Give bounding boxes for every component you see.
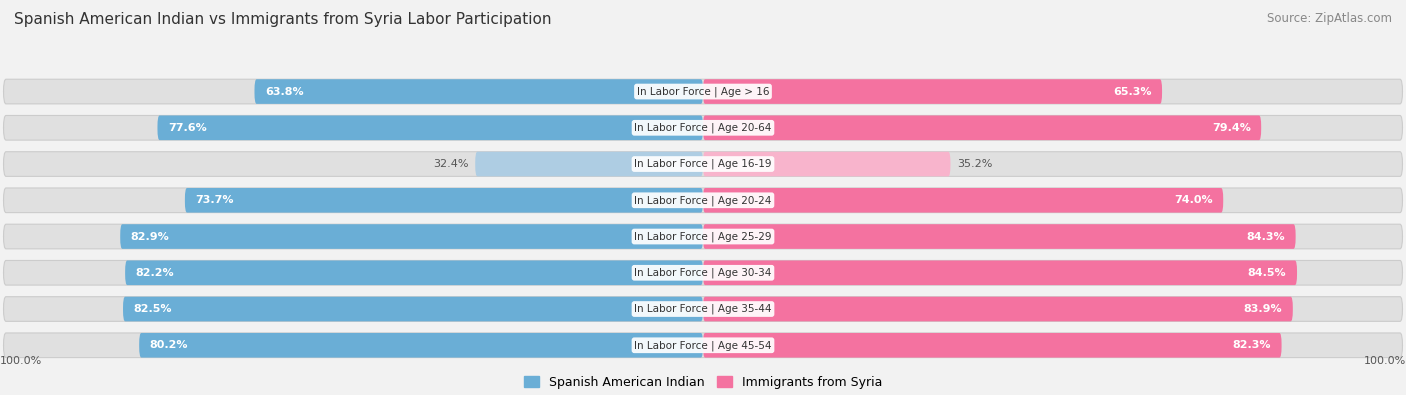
Text: 74.0%: 74.0% [1174, 195, 1212, 205]
Text: 82.2%: 82.2% [135, 268, 174, 278]
Text: In Labor Force | Age 45-54: In Labor Force | Age 45-54 [634, 340, 772, 350]
Text: 35.2%: 35.2% [957, 159, 993, 169]
Text: Spanish American Indian vs Immigrants from Syria Labor Participation: Spanish American Indian vs Immigrants fr… [14, 12, 551, 27]
FancyBboxPatch shape [139, 333, 703, 357]
Text: In Labor Force | Age 16-19: In Labor Force | Age 16-19 [634, 159, 772, 169]
Text: 82.5%: 82.5% [134, 304, 172, 314]
Text: 32.4%: 32.4% [433, 159, 468, 169]
Text: 84.3%: 84.3% [1247, 231, 1285, 241]
Text: In Labor Force | Age > 16: In Labor Force | Age > 16 [637, 86, 769, 97]
Text: 100.0%: 100.0% [1364, 356, 1406, 365]
Text: 84.5%: 84.5% [1249, 268, 1286, 278]
Text: 73.7%: 73.7% [195, 195, 233, 205]
FancyBboxPatch shape [703, 297, 1294, 322]
FancyBboxPatch shape [125, 260, 703, 285]
Text: 79.4%: 79.4% [1212, 123, 1251, 133]
FancyBboxPatch shape [703, 333, 1282, 357]
Text: 63.8%: 63.8% [264, 87, 304, 96]
FancyBboxPatch shape [703, 188, 1223, 213]
Text: 77.6%: 77.6% [169, 123, 207, 133]
FancyBboxPatch shape [157, 115, 703, 140]
FancyBboxPatch shape [3, 260, 1403, 285]
FancyBboxPatch shape [703, 152, 950, 176]
Text: In Labor Force | Age 20-64: In Labor Force | Age 20-64 [634, 122, 772, 133]
Text: In Labor Force | Age 25-29: In Labor Force | Age 25-29 [634, 231, 772, 242]
Text: In Labor Force | Age 30-34: In Labor Force | Age 30-34 [634, 267, 772, 278]
Text: 82.3%: 82.3% [1233, 340, 1271, 350]
FancyBboxPatch shape [703, 224, 1296, 249]
FancyBboxPatch shape [3, 333, 1403, 357]
Text: 100.0%: 100.0% [0, 356, 42, 365]
Text: 82.9%: 82.9% [131, 231, 170, 241]
FancyBboxPatch shape [703, 260, 1298, 285]
FancyBboxPatch shape [475, 152, 703, 176]
FancyBboxPatch shape [3, 224, 1403, 249]
Text: 65.3%: 65.3% [1114, 87, 1152, 96]
FancyBboxPatch shape [120, 224, 703, 249]
FancyBboxPatch shape [3, 115, 1403, 140]
FancyBboxPatch shape [3, 297, 1403, 322]
Text: Source: ZipAtlas.com: Source: ZipAtlas.com [1267, 12, 1392, 25]
Legend: Spanish American Indian, Immigrants from Syria: Spanish American Indian, Immigrants from… [524, 376, 882, 389]
FancyBboxPatch shape [3, 152, 1403, 176]
FancyBboxPatch shape [3, 188, 1403, 213]
Text: In Labor Force | Age 35-44: In Labor Force | Age 35-44 [634, 304, 772, 314]
FancyBboxPatch shape [186, 188, 703, 213]
Text: 80.2%: 80.2% [149, 340, 188, 350]
Text: 83.9%: 83.9% [1244, 304, 1282, 314]
FancyBboxPatch shape [703, 115, 1261, 140]
FancyBboxPatch shape [703, 79, 1163, 104]
FancyBboxPatch shape [124, 297, 703, 322]
Text: In Labor Force | Age 20-24: In Labor Force | Age 20-24 [634, 195, 772, 205]
FancyBboxPatch shape [254, 79, 703, 104]
FancyBboxPatch shape [3, 79, 1403, 104]
